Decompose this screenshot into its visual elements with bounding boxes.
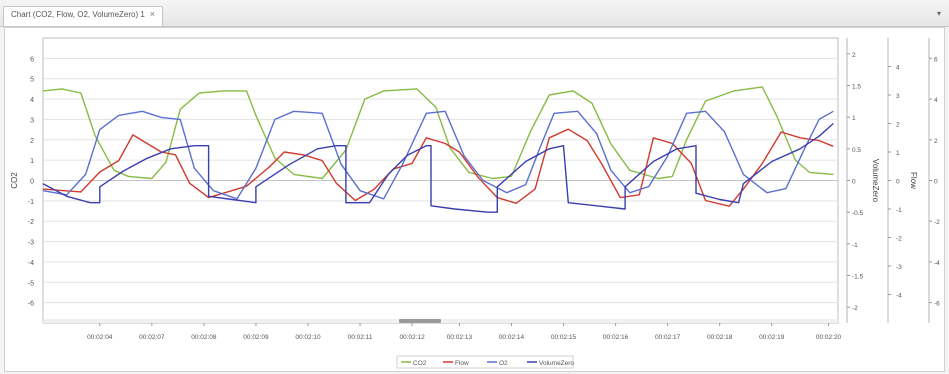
y-tick-label: 6	[30, 56, 34, 63]
x-tick-label: 00:02:09	[243, 334, 269, 341]
y-tick-label: -3	[896, 264, 902, 271]
legend-label: Flow	[455, 360, 469, 367]
x-scrollbar-thumb	[399, 319, 441, 323]
series-line-flow	[42, 128, 834, 207]
legend-box	[396, 355, 574, 369]
y-tick-label: -2	[896, 236, 902, 243]
x-tick-label: 00:02:13	[447, 334, 473, 341]
y-tick-label: -6	[934, 301, 940, 308]
y-tick-label: 2	[896, 122, 900, 129]
y-axis-title: O2	[942, 175, 944, 186]
y-axis-title: VolumeZero	[871, 159, 880, 203]
y-tick-label: 1	[852, 115, 856, 122]
x-tick-label: 00:02:12	[399, 334, 425, 341]
y-tick-label: -0.5	[852, 210, 864, 217]
y-tick-label: -4	[28, 260, 34, 267]
line-chart: 6 5 4 3 2 1 0 -1 -2 -3 -4 -5 -6 CO2 2 1.5 1 0.5 0 -0.5 -1 -1.…	[10, 37, 944, 369]
y-tick-label: 0.5	[852, 147, 861, 154]
y-tick-label: -1	[28, 199, 34, 206]
x-tick-label: 00:02:19	[759, 334, 785, 341]
tab-strip: Chart (CO2, Flow, O2, VolumeZero) 1 × ▾	[0, 0, 949, 27]
y-tick-label: 3	[896, 93, 900, 100]
y-tick-label: -1	[896, 207, 902, 214]
y-tick-label: -1	[852, 242, 858, 249]
y-tick-label: 1	[30, 158, 34, 165]
y-tick-label: -6	[28, 301, 34, 308]
y-tick-label: 1.5	[852, 84, 861, 91]
x-tick-label: 00:02:17	[655, 334, 681, 341]
x-tick-label: 00:02:10	[295, 334, 321, 341]
x-tick-label: 00:02:08	[191, 334, 217, 341]
x-tick-label: 00:02:07	[139, 334, 165, 341]
x-tick-label: 00:02:18	[707, 334, 733, 341]
y-axis-title: CO2	[10, 172, 19, 189]
y-tick-label: 3	[30, 117, 34, 124]
tab-label: Chart (CO2, Flow, O2, VolumeZero) 1	[11, 10, 145, 19]
x-tick-label: 00:02:14	[499, 334, 525, 341]
series-line-co2	[42, 86, 834, 180]
x-tick-label: 00:02:20	[816, 334, 842, 341]
legend-label: VolumeZero	[539, 360, 574, 367]
x-tick-label: 00:02:11	[348, 334, 373, 341]
x-tick-label: 00:02:16	[603, 334, 629, 341]
y-tick-label: -2	[28, 219, 34, 226]
chart-panel: 6 5 4 3 2 1 0 -1 -2 -3 -4 -5 -6 CO2 2 1.5 1 0.5 0 -0.5 -1 -1.…	[4, 27, 945, 372]
legend-label: O2	[499, 360, 508, 367]
y-tick-label: 0	[896, 179, 900, 186]
y-tick-label: 0	[30, 179, 34, 186]
tab-chart[interactable]: Chart (CO2, Flow, O2, VolumeZero) 1 ×	[3, 6, 163, 26]
y-tick-label: -4	[896, 293, 902, 300]
chevron-down-icon[interactable]: ▾	[936, 9, 941, 18]
close-icon[interactable]: ×	[149, 9, 155, 19]
y-axis-title: Flow	[909, 172, 918, 189]
x-tick-label: 00:02:15	[551, 334, 577, 341]
series-line-o2	[42, 110, 834, 200]
y-tick-label: 2	[934, 138, 938, 145]
y-tick-label: -2	[852, 305, 858, 312]
y-tick-label: 0	[934, 179, 938, 186]
y-tick-label: 4	[30, 97, 34, 104]
y-tick-label: 2	[30, 138, 34, 145]
legend-label: CO2	[413, 360, 427, 367]
y-tick-label: 5	[30, 77, 34, 84]
y-tick-label: 6	[934, 56, 938, 63]
y-tick-label: 4	[896, 65, 900, 72]
y-tick-label: -1.5	[852, 274, 864, 281]
series-line-volumezero	[42, 122, 834, 213]
y-tick-label: -2	[934, 219, 940, 226]
x-tick-label: 00:02:04	[87, 334, 113, 341]
y-tick-label: 4	[934, 97, 938, 104]
y-tick-label: -5	[28, 280, 34, 287]
y-tick-label: 2	[852, 52, 856, 59]
y-tick-label: 0	[852, 179, 856, 186]
y-tick-label: -3	[28, 240, 34, 247]
y-tick-label: 1	[896, 150, 900, 157]
y-tick-label: -4	[934, 260, 940, 267]
